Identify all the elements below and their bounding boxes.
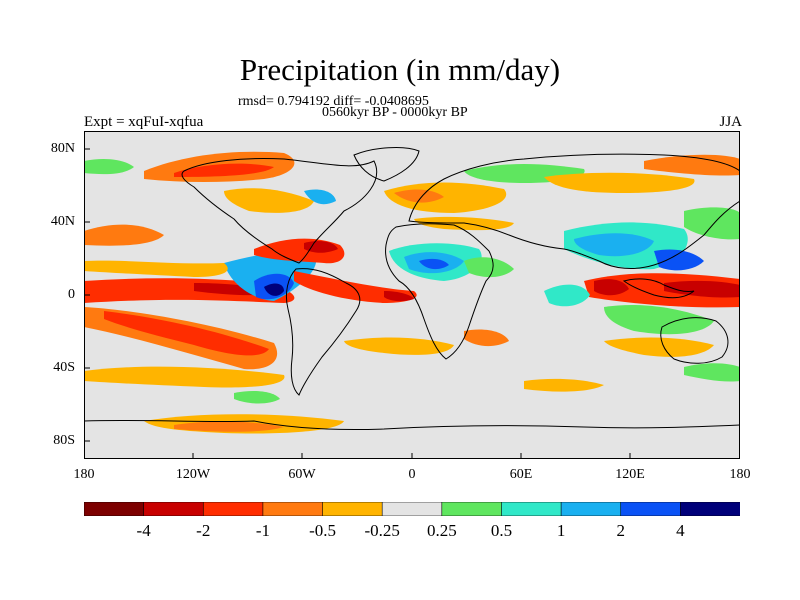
colorbar-tick-label: 0.25 <box>426 521 457 540</box>
x-tick-label: 180 <box>73 467 95 482</box>
colorbar-tick-label: -2 <box>196 521 211 540</box>
colorbar-box <box>202 502 264 516</box>
anomaly-patch <box>644 154 740 176</box>
anomaly-patch <box>684 207 740 240</box>
anomaly-patch <box>414 216 514 231</box>
colorbar-tick-label: 4 <box>676 521 685 540</box>
colorbar-box <box>441 502 503 516</box>
colorbar-tick-label: -0.5 <box>309 521 336 540</box>
anomaly-patch <box>654 249 704 271</box>
x-tick-label: 120E <box>615 467 645 482</box>
precipitation-map <box>84 131 740 459</box>
anomaly-patch <box>84 366 285 388</box>
anomaly-fields <box>84 151 740 434</box>
colorbar-box <box>143 502 204 516</box>
period-line: 0560kyr BP - 0000kyr BP <box>322 105 468 120</box>
anomaly-patch <box>464 257 514 278</box>
x-tick-label: 60E <box>509 467 533 482</box>
anomaly-patch <box>604 337 714 357</box>
anomaly-patch <box>524 378 604 392</box>
coastline-greenland <box>353 147 420 182</box>
tick-marks <box>84 148 631 459</box>
anomaly-patch <box>604 304 714 335</box>
colorbar-box <box>84 502 145 516</box>
colorbar-box <box>262 502 324 516</box>
coastline-south-america <box>285 268 361 396</box>
anomaly-patch <box>174 421 284 432</box>
colorbar-box <box>560 502 622 516</box>
colorbar-tick-label: 1 <box>556 521 566 540</box>
colorbar-box <box>680 502 740 516</box>
colorbar-box <box>620 502 681 516</box>
anomaly-patch <box>544 172 695 193</box>
coastline-antarctica <box>84 419 740 431</box>
anomaly-patch <box>664 280 740 298</box>
anomaly-patch <box>174 163 274 177</box>
anomaly-patch <box>344 337 454 355</box>
y-tick-label: 0 <box>68 287 75 302</box>
x-tick-label: 120W <box>175 467 211 482</box>
x-tick-label: 60W <box>288 467 316 482</box>
anomaly-patch <box>304 241 338 253</box>
anomaly-patch <box>234 391 280 404</box>
colorbar-tick-label: -0.25 <box>364 521 400 540</box>
anomaly-patch <box>84 260 228 277</box>
anomaly-patch <box>394 189 444 203</box>
anomaly-patch <box>464 329 509 347</box>
y-tick-label: 80S <box>53 433 75 448</box>
colorbar-box <box>501 502 562 516</box>
coastline-eurasia <box>408 153 740 269</box>
coastline-africa <box>385 223 494 360</box>
anomaly-patch <box>264 283 284 296</box>
anomaly-patch <box>304 189 336 205</box>
anomaly-patch <box>544 284 590 307</box>
y-tick-label: 40N <box>50 214 75 229</box>
coastlines <box>84 147 740 431</box>
anomaly-patch <box>104 311 269 356</box>
colorbar-tick-label: 2 <box>616 521 625 540</box>
coastline-australia <box>660 317 729 364</box>
plot-title: Precipitation (in mm/day) <box>239 52 561 87</box>
y-tick-label: 40S <box>53 360 75 375</box>
anomaly-patch <box>384 291 414 302</box>
coastline-north-america <box>181 158 378 264</box>
coastline-indonesia <box>622 278 695 299</box>
colorbar-box <box>381 502 443 516</box>
experiment-label: Expt = xqFuI-xqfua <box>84 114 204 130</box>
anomaly-patch <box>574 233 654 257</box>
season-label: JJA <box>719 114 742 130</box>
stats-line: rmsd= 0.794192 diff= -0.0408695 <box>238 94 429 109</box>
x-tick-label: 180 <box>729 467 751 482</box>
y-tick-label: 80N <box>50 141 75 156</box>
colorbar-tick-label: 0.5 <box>490 521 513 540</box>
anomaly-patch <box>419 258 449 270</box>
colorbar <box>84 502 740 516</box>
anomaly-patch <box>84 159 134 175</box>
anomaly-patch <box>594 279 629 296</box>
anomaly-patch <box>84 224 164 246</box>
anomaly-patch <box>224 188 314 213</box>
anomaly-patch <box>684 363 740 382</box>
x-tick-label: 0 <box>408 467 416 482</box>
colorbar-box <box>322 502 383 516</box>
colorbar-tick-label: -1 <box>255 521 270 540</box>
colorbar-tick-label: -4 <box>136 521 151 540</box>
